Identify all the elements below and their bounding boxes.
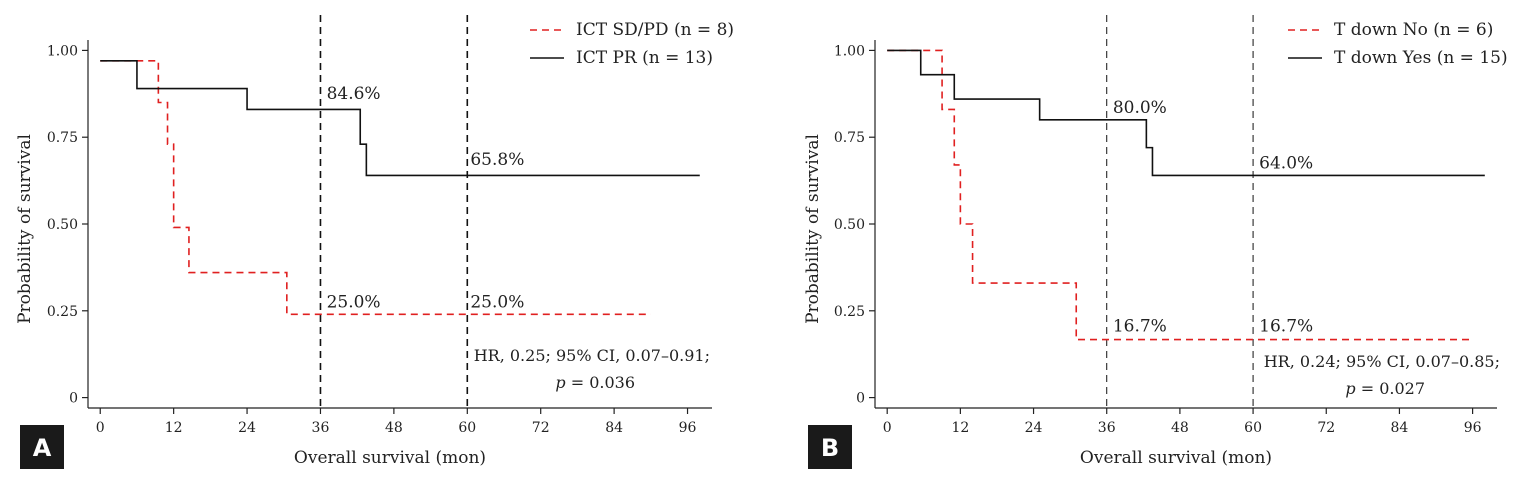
x-tick-label: 36 — [312, 420, 330, 436]
survival-rate-label: 16.7% — [1259, 317, 1313, 337]
survival-rate-label: 80.0% — [1113, 98, 1167, 118]
x-tick-label: 96 — [679, 420, 697, 436]
p-value-text: p = 0.036 — [555, 373, 635, 392]
x-tick-label: 24 — [1025, 420, 1043, 436]
x-tick-label: 84 — [605, 420, 623, 436]
panel-a: 0 0.25 0.50 0.75 1.00 0 12 24 36 48 60 72 84 96 Overal… — [15, 15, 734, 469]
legend-label: T down No (n = 6) — [1334, 20, 1493, 40]
hazard-ratio-text: HR, 0.25; 95% CI, 0.07–0.91; — [474, 346, 710, 365]
x-tick-label: 12 — [951, 420, 969, 436]
p-symbol: p — [1345, 379, 1355, 398]
y-tick-label: 0.50 — [47, 217, 78, 233]
panel-letter-badge — [808, 425, 852, 469]
survival-curve-group-1 — [887, 49, 1473, 341]
y-tick-label: 1.00 — [834, 43, 865, 59]
legend-label: ICT PR (n = 13) — [576, 48, 713, 68]
hazard-ratio-text: HR, 0.24; 95% CI, 0.07–0.85; — [1264, 352, 1500, 371]
survival-curve-group-2 — [100, 60, 700, 177]
survival-curve-group-1 — [100, 60, 651, 316]
y-tick-label: 0.50 — [834, 217, 865, 233]
p-value: = 0.027 — [1356, 379, 1425, 398]
x-tick-label: 0 — [96, 420, 105, 436]
y-tick-label: 0.75 — [47, 130, 78, 146]
x-tick-label: 72 — [1317, 420, 1335, 436]
survival-rate-label: 65.8% — [470, 150, 524, 170]
x-tick-label: 36 — [1098, 420, 1116, 436]
x-tick-label: 48 — [385, 420, 403, 436]
x-tick-label: 0 — [883, 420, 892, 436]
x-axis-label: Overall survival (mon) — [294, 448, 486, 468]
p-value: = 0.036 — [566, 373, 635, 392]
survival-rate-label: 25.0% — [470, 292, 524, 312]
panel-letter: B — [821, 434, 839, 462]
x-tick-label: 72 — [532, 420, 550, 436]
y-tick-label: 0.75 — [834, 130, 865, 146]
x-tick-label: 96 — [1464, 420, 1482, 436]
y-tick-label: 0 — [69, 391, 78, 407]
legend-label: ICT SD/PD (n = 8) — [576, 20, 734, 40]
survival-rate-label: 16.7% — [1113, 317, 1167, 337]
legend-label: T down Yes (n = 15) — [1334, 48, 1508, 68]
x-tick-label: 12 — [165, 420, 183, 436]
survival-curve-group-2 — [887, 49, 1485, 177]
panel-letter: A — [33, 434, 52, 462]
y-tick-label: 1.00 — [47, 43, 78, 59]
x-tick-label: 60 — [1244, 420, 1262, 436]
p-symbol: p — [555, 373, 565, 392]
panel-b: 0 0.25 0.50 0.75 1.00 0 12 24 36 48 60 72 84 96 Overal… — [803, 15, 1508, 469]
y-tick-label: 0.25 — [834, 304, 865, 320]
survival-rate-label: 25.0% — [327, 292, 381, 312]
survival-rate-label: 84.6% — [327, 84, 381, 104]
x-tick-label: 48 — [1171, 420, 1189, 436]
x-tick-label: 84 — [1391, 420, 1409, 436]
x-tick-label: 24 — [238, 420, 256, 436]
survival-rate-label: 64.0% — [1259, 153, 1313, 173]
x-axis-label: Overall survival (mon) — [1080, 448, 1272, 468]
y-axis-label: Probability of survival — [15, 134, 35, 324]
x-tick-label: 60 — [458, 420, 476, 436]
panel-letter-badge — [20, 425, 64, 469]
y-axis-label: Probability of survival — [803, 134, 823, 324]
y-tick-label: 0 — [856, 391, 865, 407]
p-value-text: p = 0.027 — [1345, 379, 1425, 398]
y-tick-label: 0.25 — [47, 304, 78, 320]
